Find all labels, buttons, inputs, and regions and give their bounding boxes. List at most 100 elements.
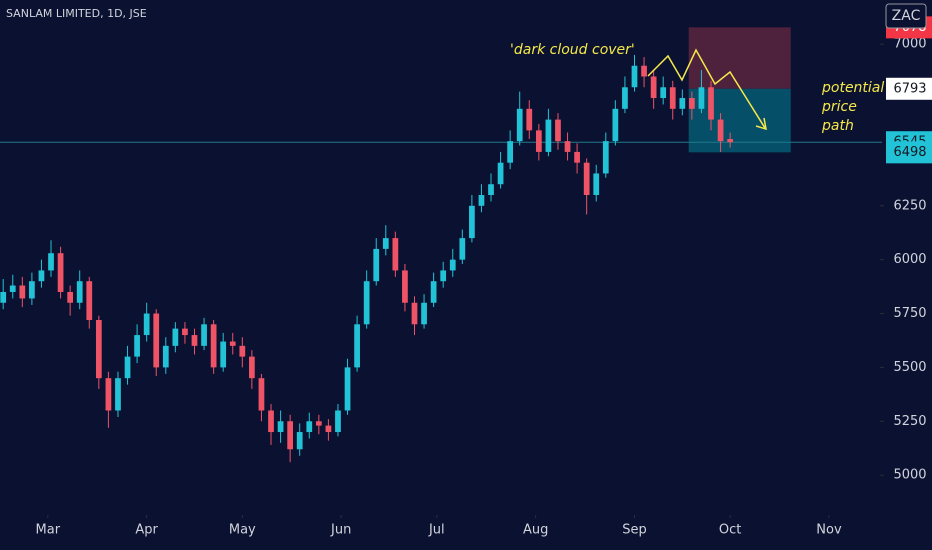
- candle-body: [488, 184, 494, 196]
- candle-body: [650, 76, 657, 99]
- candle-body: [478, 195, 485, 206]
- x-tick-label: Jun: [330, 523, 351, 538]
- candle-body: [469, 205, 475, 239]
- candle-body: [325, 425, 332, 433]
- candle-body: [382, 238, 389, 249]
- arrow-head: [755, 117, 767, 131]
- candle-body: [38, 270, 45, 282]
- candles: [0, 54, 882, 463]
- x-tick-label: Nov: [816, 523, 842, 538]
- candle-body: [210, 324, 217, 368]
- candle-body: [402, 270, 408, 303]
- candle-body: [268, 410, 274, 433]
- zone: [688, 27, 791, 89]
- candle-body: [545, 119, 552, 152]
- candle-body: [631, 65, 638, 88]
- candle-body: [679, 98, 686, 109]
- price-axis: 5000525055005750600062507000707867936545…: [36, 16, 932, 538]
- y-tick-label: 5250: [893, 414, 926, 429]
- candle-body: [363, 281, 370, 325]
- candle-body: [172, 328, 179, 346]
- candle-body: [708, 87, 714, 120]
- candle-body: [29, 281, 35, 299]
- candle-body: [593, 173, 600, 196]
- candle-body: [440, 270, 447, 282]
- candle-body: [191, 335, 198, 346]
- y-tick-label: 6250: [893, 198, 926, 213]
- candle-body: [602, 141, 609, 174]
- candle-body: [660, 87, 667, 99]
- candle-body: [134, 335, 140, 357]
- candle-body: [354, 324, 360, 368]
- annotation: price: [821, 99, 857, 115]
- y-tick-label: 6000: [893, 252, 926, 267]
- candle-body: [315, 421, 322, 426]
- candle-body: [67, 291, 74, 303]
- x-tick-label: Mar: [36, 523, 61, 538]
- candle-body: [555, 119, 561, 142]
- x-tick-label: Sep: [622, 523, 647, 538]
- candle-body: [612, 108, 619, 142]
- candle-body: [507, 141, 514, 163]
- candle-body: [622, 87, 628, 109]
- x-tick-label: Oct: [719, 523, 741, 538]
- candle-body: [717, 119, 724, 142]
- candle-body: [459, 238, 466, 260]
- candle-body: [57, 253, 64, 292]
- candle-body: [497, 162, 504, 185]
- candle-body: [9, 285, 16, 292]
- candle-body: [306, 421, 313, 433]
- candle-body: [411, 302, 418, 325]
- candle-body: [162, 345, 169, 368]
- candle-body: [727, 138, 734, 143]
- candle-body: [296, 432, 303, 450]
- y-tick-label: 7000: [893, 37, 926, 52]
- price-label-box: [886, 77, 932, 100]
- candle-body: [430, 281, 437, 303]
- candle-body: [258, 378, 265, 411]
- candle-body: [95, 319, 102, 379]
- candle-body: [182, 328, 188, 336]
- candle-body: [153, 313, 160, 368]
- candle-body: [574, 151, 580, 163]
- currency[interactable]: ZAC: [892, 8, 921, 24]
- candle-body: [535, 130, 542, 152]
- candle-body: [641, 65, 647, 77]
- x-tick-label: May: [229, 523, 256, 538]
- candle-body: [287, 421, 294, 450]
- candle-body: [239, 345, 246, 357]
- candle-body: [669, 87, 676, 109]
- candle-body: [583, 162, 590, 196]
- x-tick-label: Jul: [428, 523, 445, 538]
- candle-body: [335, 410, 341, 433]
- candle-body: [392, 238, 399, 271]
- candle-body: [48, 253, 54, 271]
- y-tick-label: 5000: [893, 468, 926, 483]
- candle-body: [143, 313, 150, 336]
- candle-body: [105, 378, 112, 411]
- candle-body: [76, 281, 83, 303]
- currency-box[interactable]: [885, 3, 927, 29]
- candle-body: [564, 141, 571, 152]
- candle-body: [201, 324, 207, 346]
- candle-body: [229, 341, 236, 346]
- candle-body: [277, 421, 284, 433]
- price-label-box: [886, 141, 932, 164]
- x-tick-label: Aug: [523, 523, 548, 538]
- candle-body: [344, 367, 351, 411]
- candle-body: [698, 87, 705, 109]
- candle-body: [115, 378, 121, 411]
- annotation: path: [821, 118, 854, 134]
- candle-body: [0, 291, 7, 303]
- candle-body: [19, 285, 26, 299]
- candle-body: [124, 356, 131, 379]
- candle-body: [516, 108, 523, 142]
- price-label: 6793: [893, 81, 926, 96]
- annotation: potential: [821, 80, 884, 96]
- candle-body: [421, 302, 427, 325]
- price-label: 6498: [893, 145, 926, 160]
- price-path: [647, 48, 766, 129]
- candle-body: [249, 356, 255, 379]
